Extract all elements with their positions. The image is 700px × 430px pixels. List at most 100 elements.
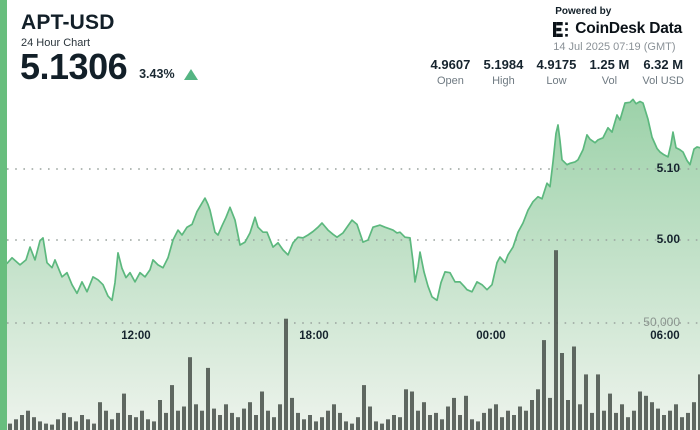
volume-bar	[482, 412, 486, 430]
volume-bar	[452, 397, 456, 430]
volume-bar	[332, 404, 336, 430]
volume-bar	[110, 419, 114, 430]
volume-bar	[146, 419, 150, 430]
volume-bar	[182, 406, 186, 430]
volume-bar	[308, 415, 312, 430]
volume-bar	[608, 393, 612, 430]
volume-bar	[8, 423, 12, 430]
volume-bar	[410, 391, 414, 430]
volume-bar	[668, 410, 672, 430]
volume-bar	[218, 415, 222, 430]
volume-bar	[362, 385, 366, 430]
volume-bars	[8, 250, 700, 430]
volume-bar	[194, 404, 198, 430]
volume-bar	[188, 357, 192, 430]
stat-low-value: 4.9175	[536, 57, 577, 72]
volume-bar	[230, 412, 234, 430]
price-line	[6, 98, 700, 302]
volume-bar	[74, 421, 78, 430]
volume-bar	[578, 404, 582, 430]
volume-bar	[632, 410, 636, 430]
volume-bar	[290, 397, 294, 430]
volume-bar	[284, 318, 288, 430]
volume-bar	[32, 417, 36, 430]
volume-bar	[494, 404, 498, 430]
volume-bar	[104, 410, 108, 430]
volume-bar	[98, 402, 102, 430]
volume-bar	[38, 421, 42, 430]
volume-bar	[650, 402, 654, 430]
brand-name: CoinDesk Data	[575, 20, 682, 37]
stat-high-value: 5.1984	[483, 57, 524, 72]
volume-bar	[122, 393, 126, 430]
volume-bar	[440, 419, 444, 430]
volume-bar	[614, 412, 618, 430]
volume-bar	[248, 402, 252, 430]
left-accent-bar	[0, 0, 7, 430]
volume-bar	[536, 389, 540, 430]
chart-header: APT-USD 24 Hour Chart	[21, 11, 115, 49]
volume-bar	[542, 340, 546, 430]
volume-bar	[344, 421, 348, 430]
volume-bar	[266, 410, 270, 430]
volume-bar	[662, 415, 666, 430]
gridlines	[7, 168, 698, 324]
chart-timestamp: 14 Jul 2025 07:19 (GMT)	[553, 41, 676, 53]
volume-bar	[134, 417, 138, 430]
volume-bar	[392, 415, 396, 430]
volume-bar	[380, 423, 384, 430]
volume-bar	[626, 417, 630, 430]
volume-bar	[416, 410, 420, 430]
volume-bar	[86, 419, 90, 430]
stat-high-label: High	[492, 75, 515, 87]
powered-by-label: Powered by	[555, 6, 612, 17]
volume-bar	[398, 417, 402, 430]
stat-high: 5.1984 High	[483, 57, 524, 87]
chart-subtitle: 24 Hour Chart	[21, 37, 91, 49]
stat-low: 4.9175 Low	[536, 57, 577, 87]
volume-bar	[476, 421, 480, 430]
volume-bar	[140, 410, 144, 430]
volume-bar	[116, 412, 120, 430]
volume-bar	[56, 419, 60, 430]
brand-row[interactable]: CoinDesk Data	[553, 20, 682, 38]
volume-bar	[314, 421, 318, 430]
volume-bar	[350, 423, 354, 430]
volume-bar	[458, 415, 462, 430]
volume-bar	[236, 417, 240, 430]
volume-bar	[590, 412, 594, 430]
volume-bar	[254, 415, 258, 430]
volume-bar	[374, 421, 378, 430]
volume-bar	[674, 404, 678, 430]
volume-bar	[530, 400, 534, 430]
volume-bar	[44, 423, 48, 430]
current-price-row: 5.1306 3.43%	[20, 48, 198, 86]
volume-bar	[128, 415, 132, 430]
volume-bar	[464, 395, 468, 430]
stat-vol-usd-value: 6.32 M	[643, 57, 684, 72]
volume-bar	[68, 417, 72, 430]
stat-vol-label: Vol	[601, 75, 618, 87]
volume-bar	[302, 419, 306, 430]
stat-open-value: 4.9607	[430, 57, 471, 72]
stat-open-label: Open	[436, 75, 464, 87]
volume-bar	[428, 415, 432, 430]
volume-bar	[680, 417, 684, 430]
volume-bar	[296, 412, 300, 430]
symbol-title: APT-USD	[21, 11, 115, 34]
volume-bar	[404, 389, 408, 430]
current-price: 5.1306	[20, 46, 128, 87]
volume-bar	[644, 395, 648, 430]
volume-bar	[14, 419, 18, 430]
volume-bar	[176, 410, 180, 430]
volume-bar	[80, 415, 84, 430]
price-area-fill	[7, 99, 700, 430]
stat-open: 4.9607 Open	[430, 57, 471, 87]
volume-bar	[272, 417, 276, 430]
volume-bar	[554, 250, 558, 430]
volume-bar	[506, 410, 510, 430]
volume-bar	[692, 402, 696, 430]
volume-bar	[260, 391, 264, 430]
powered-by-block: Powered by CoinDesk Data 14 Jul 2025 07:…	[553, 6, 682, 53]
